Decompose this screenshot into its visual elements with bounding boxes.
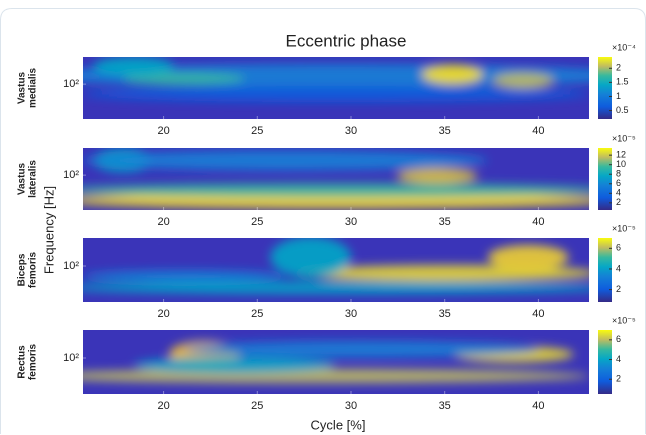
row-label: femoris: [28, 344, 39, 381]
row-label: medialis: [28, 68, 39, 108]
heatmap-texture: [83, 148, 589, 209]
heatmap-blob: [396, 167, 478, 184]
colorbar-tick-label: 6: [616, 334, 621, 344]
x-tick-label: 40: [532, 400, 544, 412]
x-axis-label: Cycle [%]: [311, 417, 366, 432]
heatmap-blob: [295, 265, 589, 282]
heatmap-blob: [83, 368, 589, 384]
colorbar: [598, 57, 612, 119]
x-tick-label: 35: [439, 308, 451, 320]
row-label: lateralis: [28, 160, 39, 198]
x-tick-label: 20: [157, 125, 169, 137]
heatmap-blob: [83, 270, 286, 283]
colorbar-tick-label: 6: [616, 243, 621, 253]
x-tick-label: 40: [532, 308, 544, 320]
colorbar-tick-label: 2: [616, 63, 621, 73]
heatmap-blob: [487, 244, 569, 270]
colorbar-tick-label: 1.5: [616, 77, 629, 87]
colorbar-tick-label: 4: [616, 354, 621, 364]
heatmap: [83, 330, 589, 394]
x-tick-label: 20: [157, 308, 169, 320]
colorbar-scale: ×10⁻⁵: [612, 133, 636, 143]
colorbar-tick-label: 6: [616, 178, 621, 188]
x-tick-label: 20: [157, 216, 169, 228]
colorbar-scale: ×10⁻⁵: [612, 223, 636, 233]
heatmap-blob: [422, 64, 483, 85]
heatmap-blob: [133, 357, 336, 374]
colorbar-tick-label: 0.5: [616, 105, 629, 115]
heatmap-blob: [83, 150, 488, 171]
row-label: Biceps: [17, 253, 28, 286]
y-tick-label: 10²: [63, 78, 79, 90]
heatmap-blob: [83, 281, 589, 295]
row-label: Vastus: [17, 71, 28, 104]
colorbar-tick-label: 10: [616, 159, 626, 169]
figure-title: Eccentric phase: [286, 31, 407, 50]
heatmap-blob: [123, 72, 245, 85]
y-tick-label: 10²: [63, 352, 79, 364]
x-tick-label: 40: [532, 216, 544, 228]
heatmap-texture: [83, 238, 589, 295]
x-tick-label: 25: [251, 308, 263, 320]
y-axis-label: Frequency [Hz]: [41, 186, 56, 274]
x-tick-label: 25: [251, 216, 263, 228]
colorbar-tick-label: 4: [616, 188, 621, 198]
colorbar-tick-label: 2: [616, 284, 621, 294]
row-label: Vastus: [17, 162, 28, 195]
heatmap-blob: [93, 57, 175, 77]
heatmap-blob: [83, 183, 589, 198]
row-label: femoris: [28, 252, 39, 289]
heatmap: [83, 238, 589, 302]
colorbar: [598, 238, 612, 302]
colorbar: [598, 148, 612, 210]
colorbar-scale: ×10⁻⁵: [612, 315, 636, 325]
x-tick-label: 25: [251, 400, 263, 412]
x-tick-label: 35: [439, 216, 451, 228]
x-tick-label: 25: [251, 125, 263, 137]
colorbar-tick-label: 8: [616, 169, 621, 179]
row-label: Rectus: [17, 345, 28, 379]
colorbar-tick-label: 2: [616, 197, 621, 207]
x-tick-label: 30: [345, 400, 357, 412]
heatmap-texture: [83, 341, 589, 384]
x-tick-label: 40: [532, 125, 544, 137]
y-tick-label: 10²: [63, 260, 79, 272]
heatmap-texture: [83, 57, 589, 103]
x-tick-label: 30: [345, 308, 357, 320]
heatmap: [83, 148, 589, 210]
heatmap-blob: [184, 341, 539, 358]
colorbar-tick-label: 1: [616, 91, 621, 101]
x-tick-label: 30: [345, 216, 357, 228]
x-tick-label: 35: [439, 400, 451, 412]
x-tick-label: 35: [439, 125, 451, 137]
colorbar-scale: ×10⁻⁴: [612, 42, 636, 52]
x-tick-label: 20: [157, 400, 169, 412]
heatmap-blob: [270, 238, 352, 278]
colorbar: [598, 330, 612, 394]
heatmap: [83, 57, 589, 119]
y-tick-label: 10²: [63, 169, 79, 181]
heatmap-blob: [83, 86, 589, 103]
colorbar-tick-label: 12: [616, 150, 626, 160]
x-tick-label: 30: [345, 125, 357, 137]
heatmap-blob: [83, 192, 589, 209]
colorbar-tick-label: 4: [616, 263, 621, 273]
colorbar-tick-label: 2: [616, 374, 621, 384]
heatmap-blob: [492, 72, 554, 89]
